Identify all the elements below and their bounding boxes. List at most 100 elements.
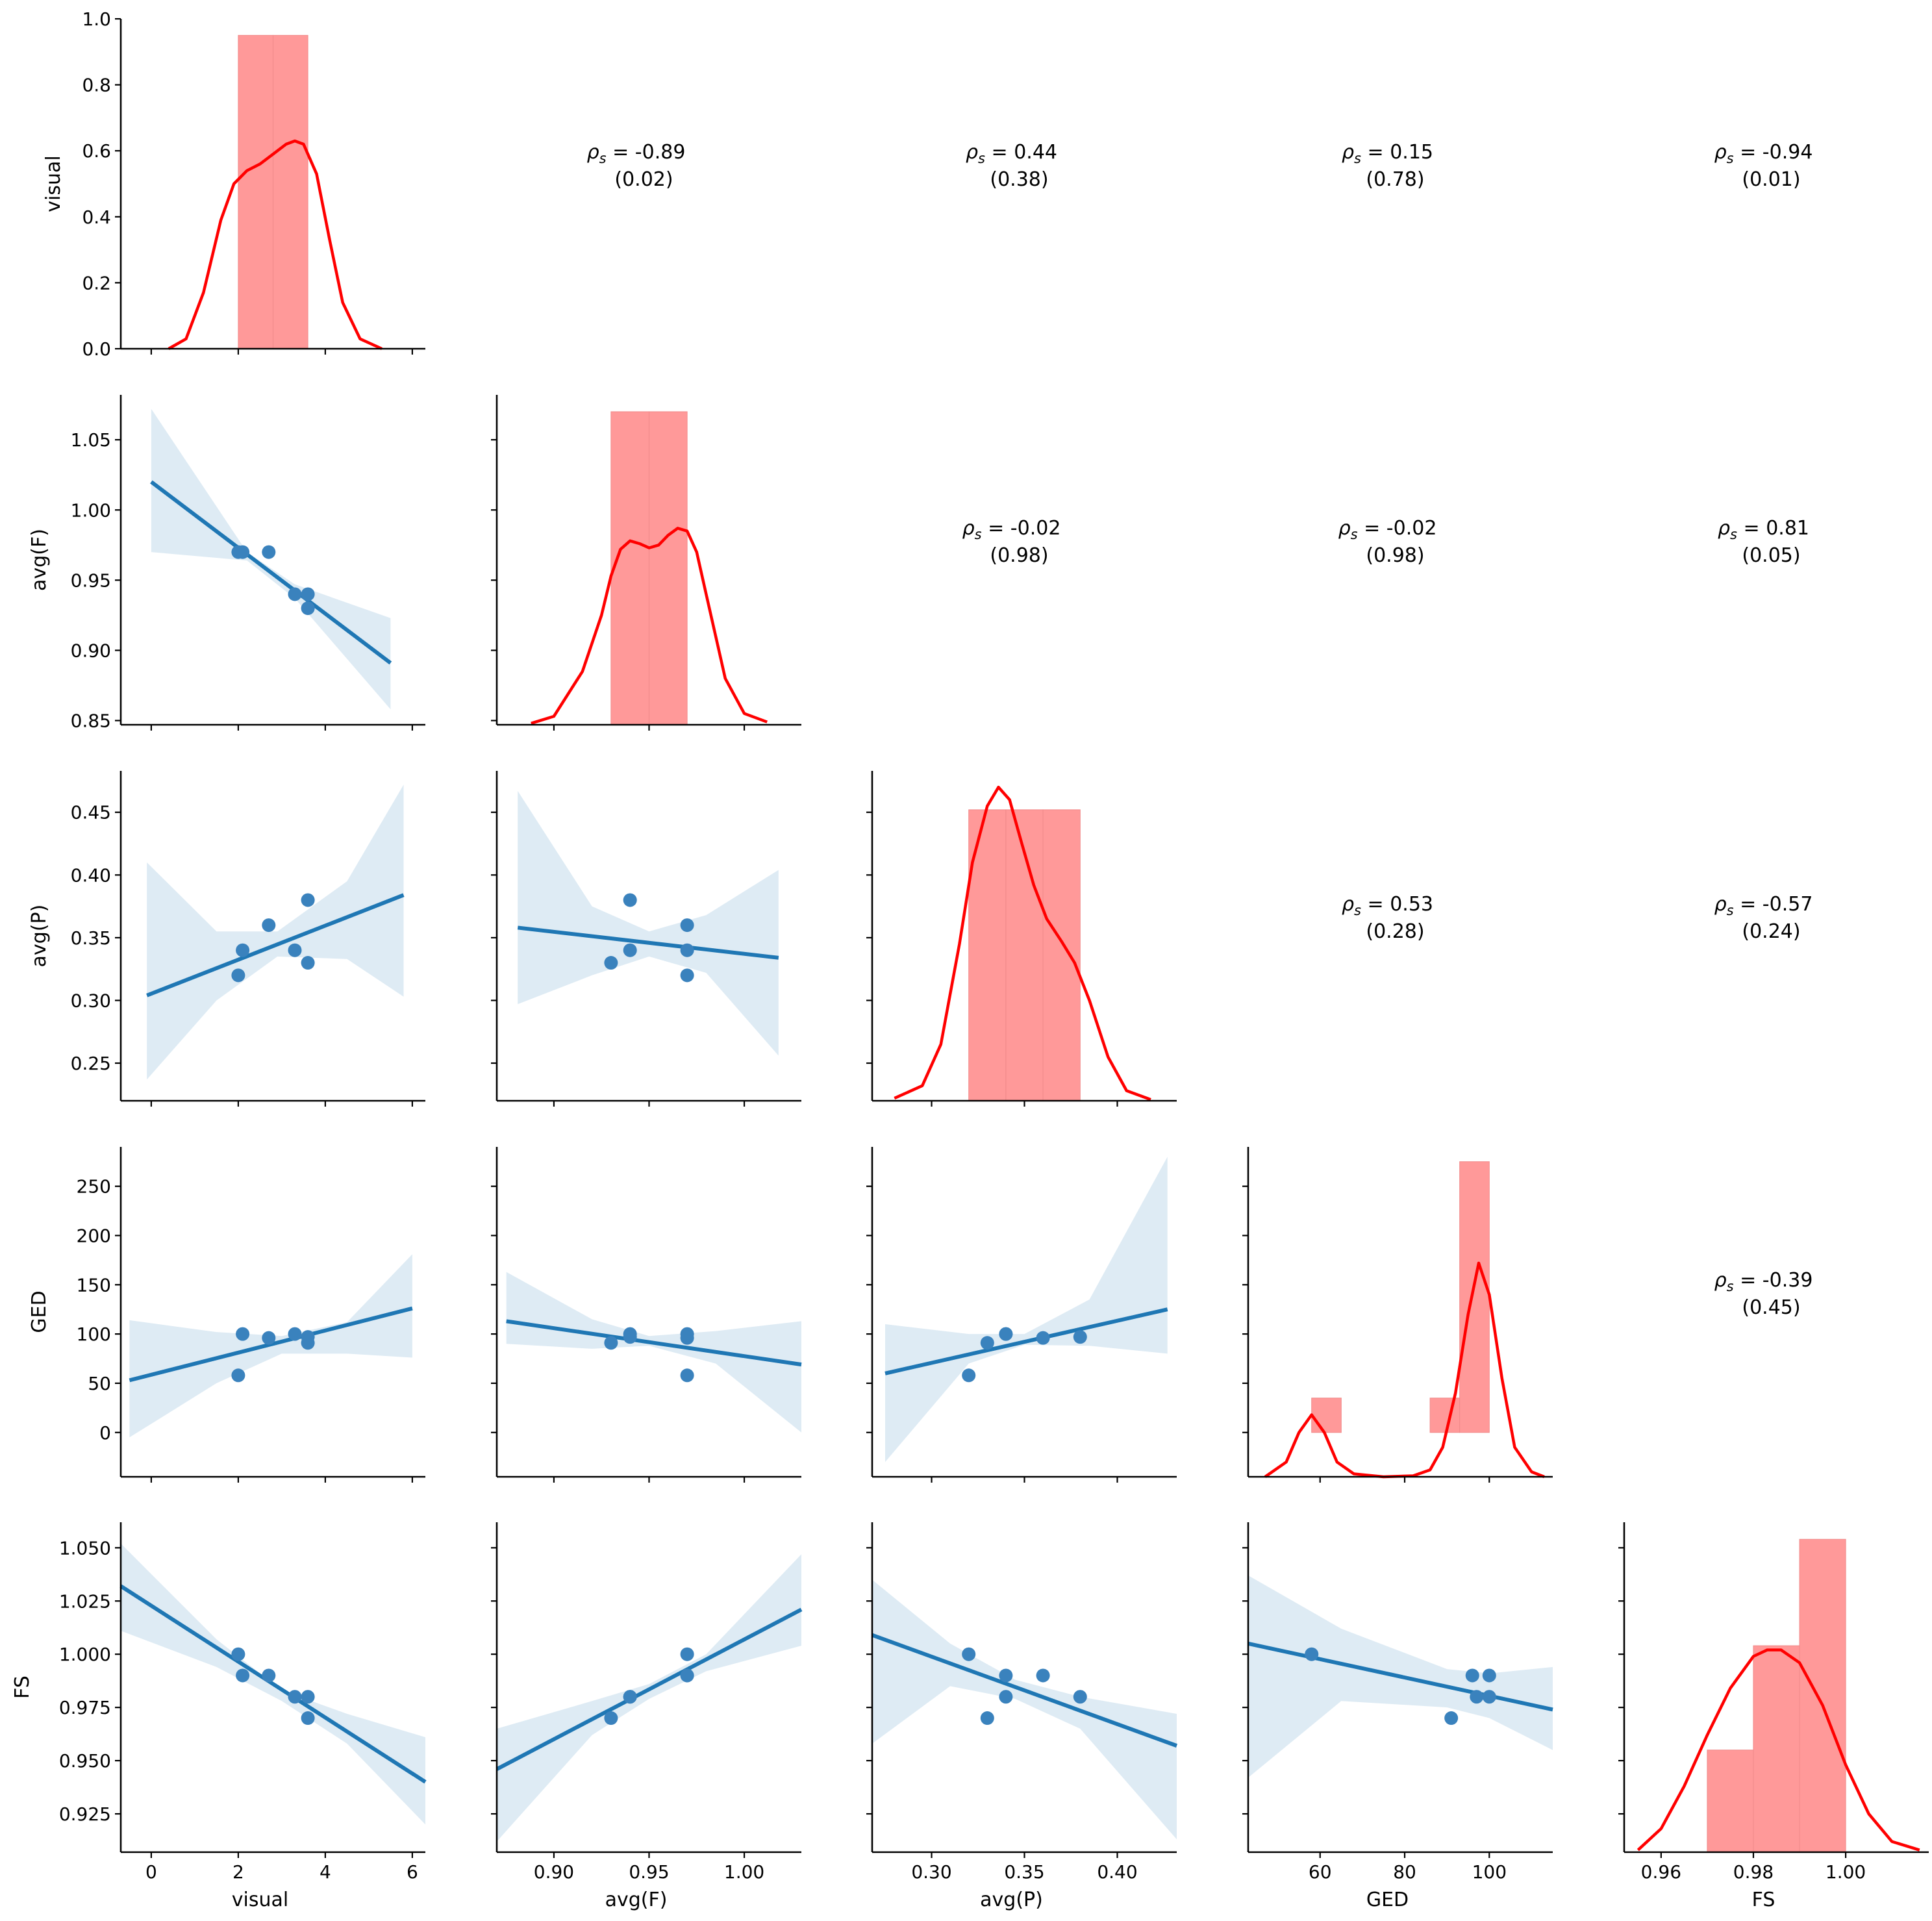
scatter-point-1 <box>962 1368 976 1383</box>
regression-line <box>119 1584 427 1784</box>
correlation-label: ρs = 0.53 <box>1342 893 1433 918</box>
x-axis-title: avg(F) <box>605 1889 668 1911</box>
scatter-point-3 <box>1036 1331 1050 1345</box>
scatter-point-3 <box>1465 1668 1479 1683</box>
scatter-point-6 <box>1444 1711 1459 1726</box>
x-axis-title: visual <box>232 1889 288 1911</box>
x-axis-title: avg(P) <box>980 1889 1043 1911</box>
scatter-point-6 <box>301 1336 315 1350</box>
scatter-point-4 <box>999 1327 1013 1341</box>
panel-avg-f-vs-avg-f <box>491 395 801 731</box>
y-tick-label: 0.0 <box>82 338 111 360</box>
y-tick-label: 0.95 <box>71 570 111 591</box>
p-value-label: (0.02) <box>614 168 673 191</box>
y-tick-label: 0.8 <box>82 75 111 96</box>
y-tick-label: 0.975 <box>59 1697 111 1718</box>
scatter-point-1 <box>231 1647 245 1661</box>
histogram-bar-3 <box>1799 1538 1846 1853</box>
scatter-point-6 <box>980 1711 994 1726</box>
panel-visual-vs-visual: 0.0 0.2 0.4 0.6 0.8 1.0 visual <box>42 8 425 360</box>
regression-line <box>496 1607 803 1771</box>
y-axis-title: avg(F) <box>28 529 51 591</box>
scatter-point-2 <box>236 943 250 957</box>
y-axis-title: GED <box>28 1290 51 1333</box>
scatter-point-6 <box>980 1336 994 1350</box>
scatter-point-4 <box>999 1690 1013 1704</box>
x-tick-label: 4 <box>320 1861 331 1883</box>
rho-subscript: s <box>1354 903 1361 918</box>
kde-curve <box>531 527 768 725</box>
scatter-point-6 <box>604 1336 618 1350</box>
y-tick-label: 1.00 <box>71 499 111 521</box>
y-tick-label: 1.025 <box>59 1590 111 1612</box>
scatter-point-5 <box>301 587 315 601</box>
scatter-point-4 <box>288 1690 302 1704</box>
y-tick-label: 1.000 <box>59 1644 111 1665</box>
panel-avg-p-vs-fs-correlation: ρs = -0.57(0.24) <box>1714 893 1813 943</box>
rho-value: = -0.57 <box>1734 893 1813 916</box>
panel-fs-vs-ged: 60 80 100 GED <box>1242 1522 1553 1911</box>
scatter-point-6 <box>604 956 618 970</box>
panel-fs-vs-avg-p: 0.30 0.35 0.40 avg(P) <box>866 1522 1178 1911</box>
scatter-point-5 <box>623 893 637 907</box>
rho-symbol: ρ <box>1718 517 1730 540</box>
x-tick-label: 0.96 <box>1641 1861 1681 1883</box>
scatter-point-4 <box>288 587 302 601</box>
confidence-band <box>151 408 391 710</box>
rho-symbol: ρ <box>1342 141 1354 164</box>
y-tick-label: 1.05 <box>71 429 111 451</box>
scatter-point-2 <box>236 1327 250 1341</box>
rho-subscript: s <box>978 151 985 166</box>
scatter-point-6 <box>604 1711 618 1726</box>
panel-visual-vs-avg-p-correlation: ρs = 0.44(0.38) <box>966 141 1057 191</box>
scatter-point-2 <box>999 1668 1013 1683</box>
y-tick-label: 0.25 <box>71 1053 111 1074</box>
y-tick-label: 100 <box>77 1324 111 1345</box>
panel-avg-f-vs-avg-p-correlation: ρs = -0.02(0.98) <box>962 517 1061 567</box>
rho-value: = -0.39 <box>1734 1269 1813 1292</box>
correlation-label: ρs = -0.89 <box>587 141 686 166</box>
scatter-point-2 <box>236 545 250 559</box>
x-tick-label: 0 <box>145 1861 157 1883</box>
rho-value: = -0.94 <box>1734 141 1813 164</box>
regression-line <box>150 480 392 665</box>
p-value-label: (0.24) <box>1742 920 1800 943</box>
y-tick-label: 0.40 <box>71 864 111 886</box>
x-tick-label: 0.35 <box>1004 1861 1044 1883</box>
panel-visual-vs-fs-correlation: ρs = -0.94(0.01) <box>1714 141 1813 191</box>
panel-ged-vs-visual: 0 50 100 150 200 250 GED <box>28 1147 425 1483</box>
scatter-point-5 <box>301 893 315 907</box>
scatter-point-3 <box>262 1668 276 1683</box>
x-tick-label: 0.30 <box>911 1861 951 1883</box>
y-tick-label: 1.050 <box>59 1537 111 1559</box>
p-value-label: (0.28) <box>1366 920 1424 943</box>
x-tick-label: 0.98 <box>1733 1861 1774 1883</box>
y-tick-label: 0.45 <box>71 802 111 823</box>
y-tick-label: 0.85 <box>71 710 111 732</box>
regression-line <box>871 1633 1178 1748</box>
y-tick-label: 0.6 <box>82 140 111 162</box>
x-tick-label: 6 <box>407 1861 418 1883</box>
correlation-label: ρs = 0.81 <box>1718 517 1809 542</box>
x-tick-label: 60 <box>1309 1861 1332 1883</box>
rho-symbol: ρ <box>587 141 599 164</box>
scatter-point-2 <box>236 1668 250 1683</box>
scatter-point-3 <box>680 918 694 933</box>
y-axis-title: visual <box>42 155 65 212</box>
panel-ged-vs-ged <box>1242 1147 1553 1483</box>
panel-avg-p-vs-ged-correlation: ρs = 0.53(0.28) <box>1342 893 1433 943</box>
panel-ged-vs-fs-correlation: ρs = -0.39(0.45) <box>1714 1269 1813 1319</box>
rho-subscript: s <box>975 527 982 542</box>
p-value-label: (0.78) <box>1366 168 1424 191</box>
panel-visual-vs-ged-correlation: ρs = 0.15(0.78) <box>1342 141 1433 191</box>
rho-value: = 0.44 <box>985 141 1057 164</box>
rho-subscript: s <box>1354 151 1361 166</box>
rho-value: = -0.89 <box>607 141 686 164</box>
confidence-band <box>872 1579 1177 1840</box>
scatter-point-3 <box>262 545 276 559</box>
p-value-label: (0.05) <box>1742 544 1800 567</box>
panel-visual-vs-avg-f-correlation: ρs = -0.89(0.02) <box>587 141 686 191</box>
kde-curve <box>894 785 1151 1101</box>
x-tick-label: 1.00 <box>724 1861 764 1883</box>
y-tick-label: 1.0 <box>82 8 111 30</box>
